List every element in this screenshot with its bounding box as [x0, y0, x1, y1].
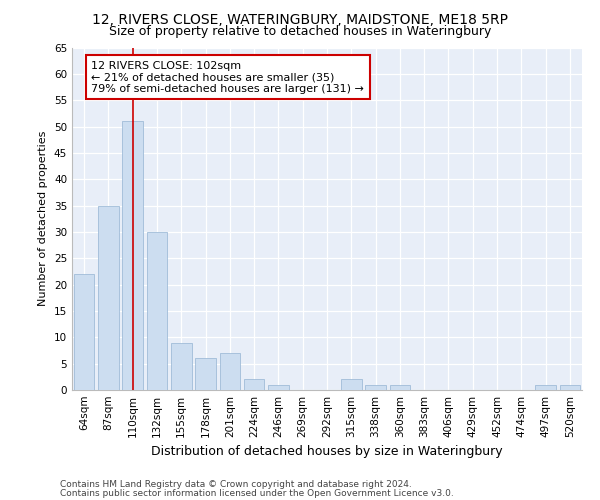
Bar: [365, 384, 386, 390]
Bar: [122, 122, 143, 390]
Bar: [389, 384, 410, 390]
Bar: [560, 384, 580, 390]
Bar: [171, 342, 191, 390]
Bar: [244, 380, 265, 390]
Bar: [195, 358, 216, 390]
Text: Contains HM Land Registry data © Crown copyright and database right 2024.: Contains HM Land Registry data © Crown c…: [60, 480, 412, 489]
Text: 12 RIVERS CLOSE: 102sqm
← 21% of detached houses are smaller (35)
79% of semi-de: 12 RIVERS CLOSE: 102sqm ← 21% of detache…: [91, 60, 364, 94]
Bar: [220, 353, 240, 390]
Y-axis label: Number of detached properties: Number of detached properties: [38, 131, 49, 306]
Bar: [535, 384, 556, 390]
Bar: [98, 206, 119, 390]
Text: 12, RIVERS CLOSE, WATERINGBURY, MAIDSTONE, ME18 5RP: 12, RIVERS CLOSE, WATERINGBURY, MAIDSTON…: [92, 12, 508, 26]
X-axis label: Distribution of detached houses by size in Wateringbury: Distribution of detached houses by size …: [151, 446, 503, 458]
Bar: [341, 380, 362, 390]
Bar: [268, 384, 289, 390]
Bar: [146, 232, 167, 390]
Text: Size of property relative to detached houses in Wateringbury: Size of property relative to detached ho…: [109, 25, 491, 38]
Bar: [74, 274, 94, 390]
Text: Contains public sector information licensed under the Open Government Licence v3: Contains public sector information licen…: [60, 488, 454, 498]
